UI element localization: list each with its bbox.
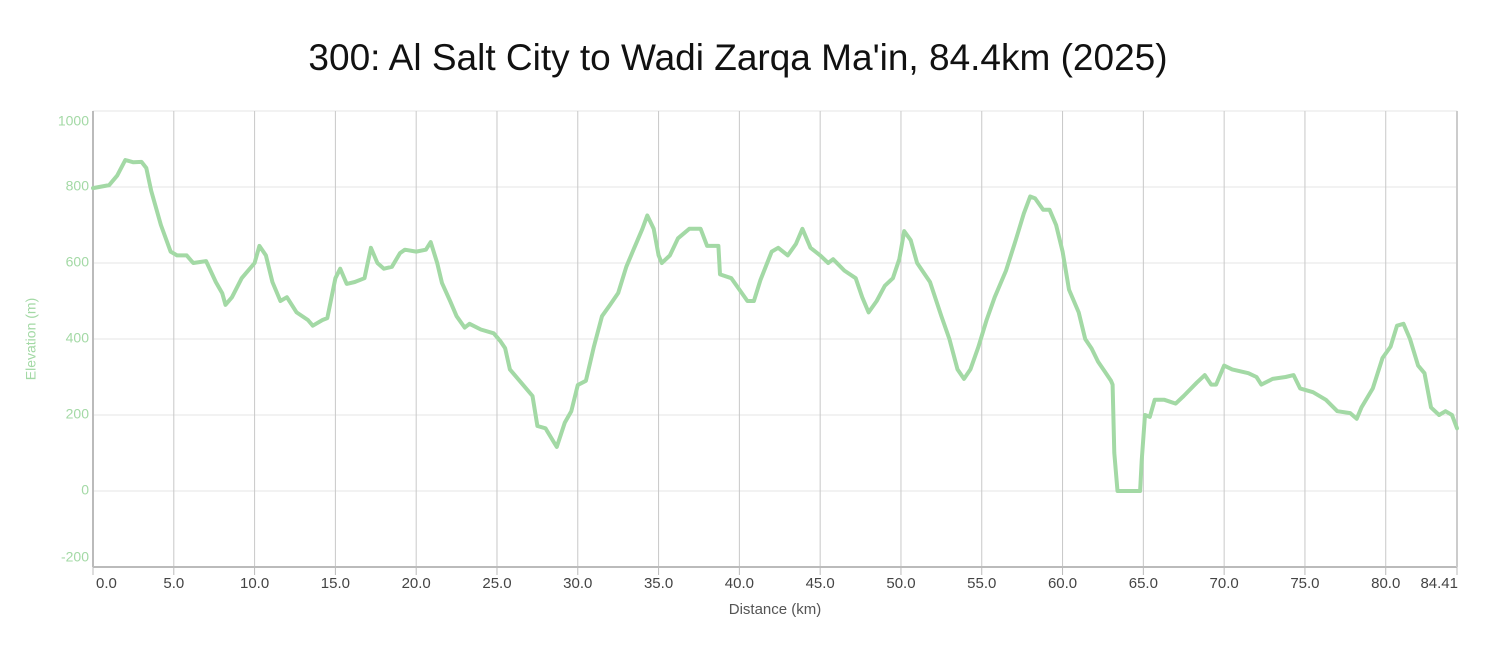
x-tick-label: 50.0 (886, 575, 915, 592)
x-tick-label: 5.0 (163, 575, 184, 592)
y-tick-label: 1000 (58, 113, 89, 129)
x-tick-label: 35.0 (644, 575, 673, 592)
x-tick-label: 65.0 (1129, 575, 1158, 592)
y-tick-label: -200 (61, 549, 89, 565)
x-tick-label: 70.0 (1210, 575, 1239, 592)
x-tick-label: 40.0 (725, 575, 754, 592)
x-tick-label: 0.0 (96, 575, 117, 592)
x-tick-label: 80.0 (1371, 575, 1400, 592)
y-tick-label: 600 (66, 254, 90, 270)
x-tick-label: 84.41 (1420, 575, 1458, 592)
y-tick-label: 200 (66, 406, 90, 422)
y-tick-label: 800 (66, 178, 90, 194)
x-tick-label: 45.0 (806, 575, 835, 592)
x-tick-label: 75.0 (1290, 575, 1319, 592)
x-tick-label: 15.0 (321, 575, 350, 592)
y-tick-label: 0 (81, 482, 89, 498)
elevation-line (91, 158, 1459, 493)
y-tick-label: 400 (66, 330, 90, 346)
x-tick-label: 20.0 (402, 575, 431, 592)
chart-title: 300: Al Salt City to Wadi Zarqa Ma'in, 8… (308, 37, 1167, 78)
x-tick-label: 55.0 (967, 575, 996, 592)
x-tick-label: 60.0 (1048, 575, 1077, 592)
x-tick-label: 30.0 (563, 575, 592, 592)
x-tick-label: 10.0 (240, 575, 269, 592)
x-tick-label: 25.0 (482, 575, 511, 592)
y-axis-title: Elevation (m) (23, 298, 39, 380)
x-axis-title: Distance (km) (729, 601, 822, 618)
